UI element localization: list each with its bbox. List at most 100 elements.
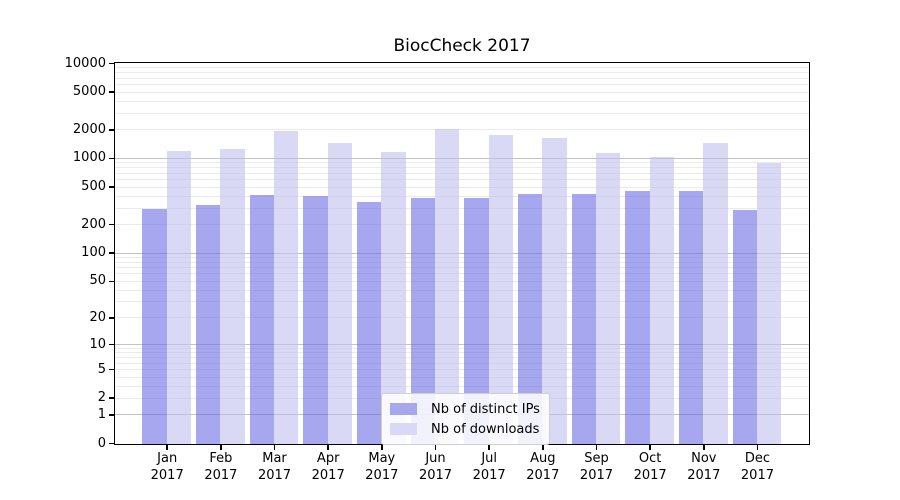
x-tick-label: Nov 2017	[677, 450, 731, 484]
y-tick-label: 10	[89, 336, 106, 352]
bar-downloads-jan	[166, 151, 192, 444]
month-label: Mar	[262, 450, 287, 466]
y-tick	[109, 280, 114, 283]
bar-ips-feb	[195, 204, 221, 444]
x-tick	[381, 445, 383, 450]
y-tick-label: 2000	[72, 121, 106, 137]
year-label: 2017	[740, 467, 774, 483]
month-label: Oct	[638, 450, 662, 466]
minor-gridline	[115, 376, 809, 378]
plot-area	[114, 62, 810, 445]
minor-gridline	[115, 362, 809, 364]
x-tick-label: Jul 2017	[462, 450, 516, 484]
bar-downloads-apr	[327, 143, 353, 444]
bar-ips-dec	[732, 209, 757, 444]
x-tick	[273, 445, 276, 450]
x-tick	[595, 445, 598, 450]
bar-ips-sep	[571, 193, 596, 444]
year-label: 2017	[311, 467, 345, 483]
year-label: 2017	[579, 467, 614, 483]
minor-gridline	[115, 273, 809, 275]
month-label: Nov	[691, 450, 717, 466]
minor-gridline	[115, 357, 809, 359]
x-tick	[649, 445, 651, 450]
y-tick-label: 200	[81, 216, 106, 232]
month-label: Feb	[209, 450, 233, 466]
legend: Nb of distinct IPs Nb of downloads	[381, 393, 550, 445]
y-tick	[109, 223, 114, 226]
month-label: Jun	[425, 450, 446, 466]
month-label: Sep	[584, 450, 609, 466]
y-tick-label: 5	[97, 361, 106, 377]
year-label: 2017	[633, 467, 667, 483]
year-label: 2017	[257, 467, 292, 483]
bar-downloads-oct	[649, 157, 675, 444]
minor-gridline	[115, 91, 809, 93]
bar-downloads-nov	[703, 142, 728, 444]
month-label: Dec	[744, 450, 771, 466]
major-gridline	[115, 252, 809, 254]
bar-downloads-jun	[435, 129, 460, 444]
y-tick	[109, 397, 114, 399]
minor-gridline	[115, 112, 809, 114]
y-tick	[109, 129, 114, 131]
y-tick-label: 100	[81, 245, 106, 261]
minor-gridline	[115, 385, 809, 387]
minor-gridline	[115, 280, 809, 282]
minor-gridline	[115, 179, 809, 181]
bar-ips-apr	[303, 195, 328, 444]
minor-gridline	[115, 72, 809, 74]
y-tick	[109, 62, 114, 65]
minor-gridline	[115, 289, 809, 291]
y-tick-label: 1000	[72, 150, 106, 166]
minor-gridline	[115, 317, 809, 319]
x-tick-label: Apr 2017	[301, 450, 355, 484]
legend-swatch-downloads	[390, 423, 417, 435]
bar-ips-nov	[678, 190, 704, 444]
month-label: Jul	[481, 450, 497, 466]
y-tick-label: 50	[89, 273, 106, 289]
y-tick-label: 2	[97, 390, 106, 406]
year-label: 2017	[418, 467, 453, 483]
y-tick	[109, 186, 114, 188]
minor-gridline	[115, 129, 809, 131]
x-tick	[166, 445, 168, 450]
y-tick	[109, 157, 114, 160]
month-label: Apr	[316, 450, 340, 466]
legend-label: Nb of downloads	[431, 421, 540, 437]
y-tick	[109, 343, 114, 346]
y-tick-label: 5000	[72, 84, 106, 100]
bar-ips-may	[356, 202, 382, 444]
y-tick-label: 500	[81, 179, 106, 195]
x-tick	[488, 445, 490, 450]
x-tick	[327, 445, 329, 450]
minor-gridline	[115, 100, 809, 102]
minor-gridline	[115, 195, 809, 197]
bar-downloads-jul	[488, 134, 514, 444]
x-tick	[542, 445, 544, 450]
legend-label: Nb of distinct IPs	[431, 401, 540, 417]
bar-downloads-mar	[274, 131, 299, 444]
minor-gridline	[115, 67, 809, 69]
minor-gridline	[115, 301, 809, 303]
legend-entry: Nb of downloads	[386, 419, 540, 439]
x-tick-label: Sep 2017	[569, 450, 623, 484]
x-tick	[220, 445, 222, 450]
bar-ips-jan	[142, 208, 167, 444]
minor-gridline	[115, 172, 809, 174]
y-tick-label: 10000	[64, 55, 106, 71]
bar-ips-oct	[625, 191, 650, 444]
minor-gridline	[115, 369, 809, 371]
minor-gridline	[115, 261, 809, 263]
y-tick	[109, 442, 114, 445]
x-tick-label: Jan 2017	[140, 450, 194, 484]
minor-gridline	[115, 162, 809, 164]
minor-gridline	[115, 267, 809, 269]
minor-gridline	[115, 77, 809, 79]
bar-downloads-sep	[595, 152, 621, 444]
y-tick	[109, 317, 114, 319]
minor-gridline	[115, 186, 809, 188]
x-tick	[703, 445, 705, 450]
y-tick-label: 0	[97, 435, 106, 451]
